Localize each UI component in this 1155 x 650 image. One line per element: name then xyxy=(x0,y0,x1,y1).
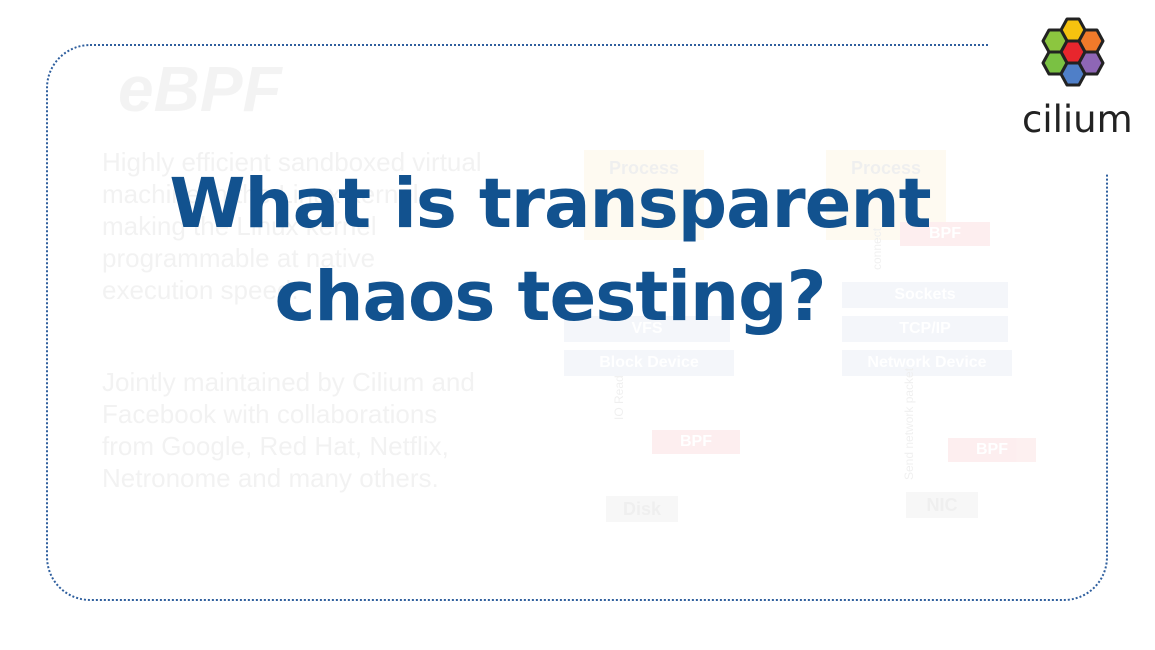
ghost-process-left: Process xyxy=(584,150,704,240)
ghost-bpf-right: BPF xyxy=(948,438,1036,462)
ghost-paragraph-1: Highly efficient sandboxed virtual machi… xyxy=(102,147,482,305)
ghost-vfs: VFS xyxy=(564,316,730,342)
cilium-logo-icon xyxy=(1041,17,1105,87)
ghost-network-device: Network Device xyxy=(842,350,1012,376)
dotted-frame xyxy=(46,44,1108,601)
cilium-logo-text: cilium xyxy=(1022,98,1133,141)
ghost-block-device: Block Device xyxy=(564,350,734,376)
slide-title-line-1: What is transparent xyxy=(169,164,931,244)
ghost-nic: NIC xyxy=(906,492,978,518)
slide-title: What is transparent chaos testing? xyxy=(140,158,960,344)
ghost-process-right: Process xyxy=(826,150,946,240)
ghost-bpf-left: BPF xyxy=(652,430,740,454)
ghost-tcpip: TCP/IP xyxy=(842,316,1008,342)
slide-title-line-2: chaos testing? xyxy=(274,257,826,337)
ghost-paragraph-2: Jointly maintained by Cilium and Faceboo… xyxy=(102,367,475,493)
ghost-bpf-top: BPF xyxy=(900,222,990,246)
ghost-disk: Disk xyxy=(606,496,678,522)
ghost-heading: eBPF xyxy=(118,53,282,125)
ghost-sockets: Sockets xyxy=(842,282,1008,308)
